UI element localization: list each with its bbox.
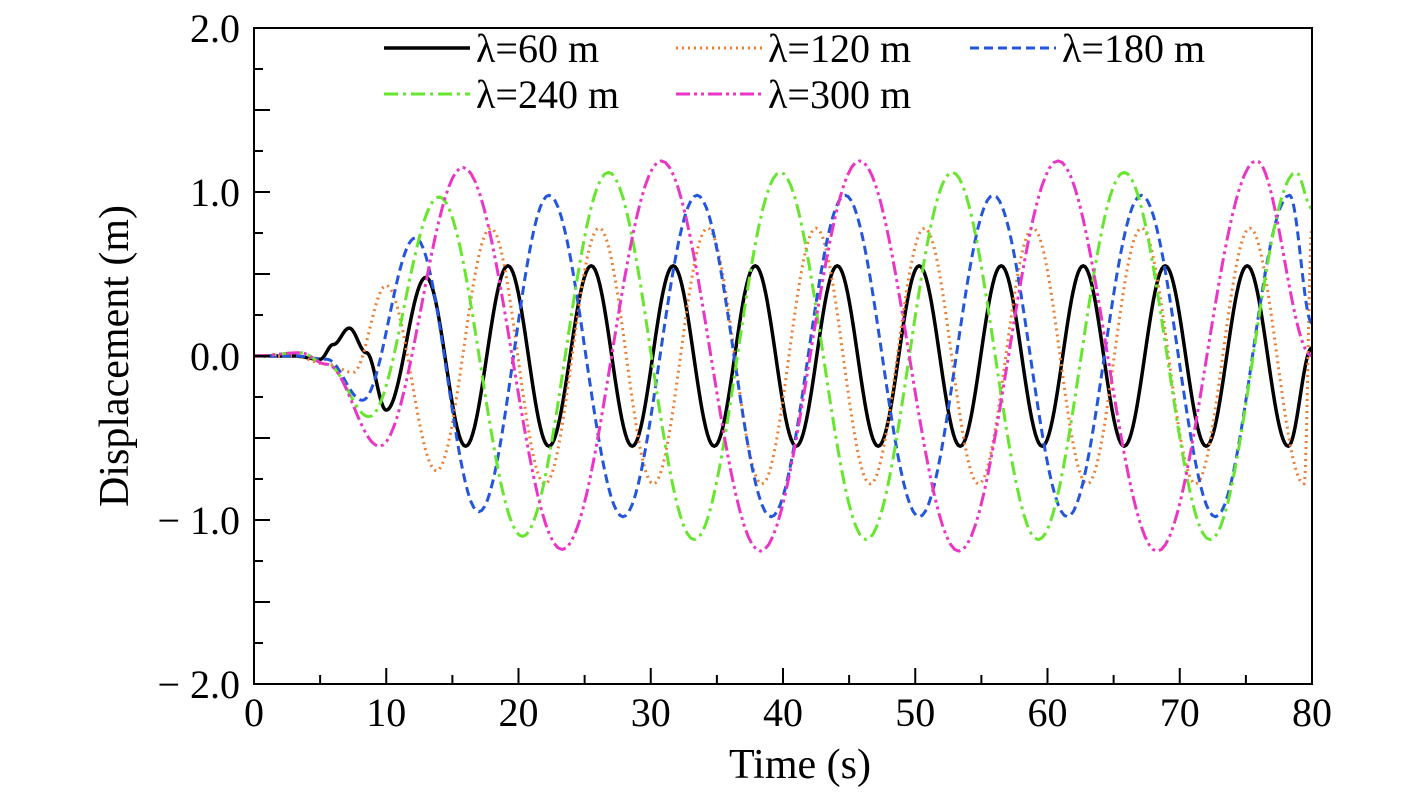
legend: λ=60 m λ=120 m λ=180 m λ=240 m λ=300 m xyxy=(384,26,1205,117)
y-axis-title: Displacement (m) xyxy=(92,205,138,507)
x-tick-label: 60 xyxy=(1028,690,1068,735)
legend-label-1: λ=120 m xyxy=(768,26,911,71)
ticks-layer xyxy=(253,27,1313,685)
x-tick-label: 10 xyxy=(366,690,406,735)
legend-label-2: λ=180 m xyxy=(1062,26,1205,71)
x-tick-label: 50 xyxy=(895,690,935,735)
y-tick-labels: − 2.0 − 1.0 0.0 1.0 2.0 xyxy=(157,6,240,707)
x-tick-label: 30 xyxy=(631,690,671,735)
legend-label-0: λ=60 m xyxy=(476,26,599,71)
legend-label-3: λ=240 m xyxy=(476,72,619,117)
x-tick-labels: 0 10 20 30 40 50 60 70 80 xyxy=(244,690,1332,735)
x-tick-label: 70 xyxy=(1160,690,1200,735)
series-layer xyxy=(254,159,1312,553)
y-tick-label: 0.0 xyxy=(190,334,240,379)
x-tick-label: 80 xyxy=(1292,690,1332,735)
series-line-3 xyxy=(254,170,1312,542)
y-tick-label: − 1.0 xyxy=(157,498,240,543)
series-line-1 xyxy=(254,226,1312,486)
y-tick-label: 2.0 xyxy=(190,6,240,51)
x-axis-title: Time (s) xyxy=(729,742,871,788)
y-tick-label: − 2.0 xyxy=(157,662,240,707)
x-tick-label: 20 xyxy=(499,690,539,735)
series-line-2 xyxy=(254,193,1312,519)
x-tick-label: 40 xyxy=(763,690,803,735)
y-tick-label: 1.0 xyxy=(190,170,240,215)
legend-label-4: λ=300 m xyxy=(768,72,911,117)
x-tick-label: 0 xyxy=(244,690,264,735)
